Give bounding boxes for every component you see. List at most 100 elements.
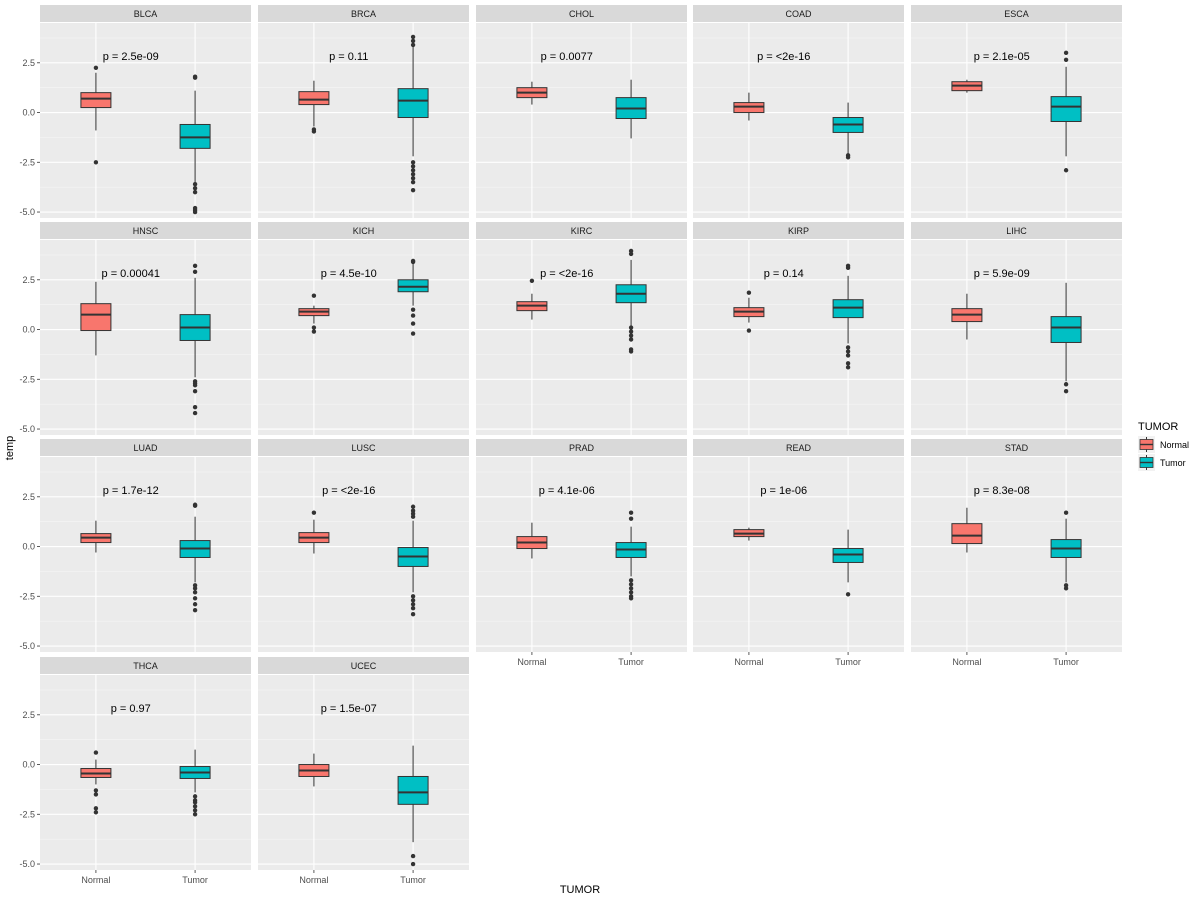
outlier-point [1063, 510, 1069, 515]
box-lusc-tumor [397, 504, 429, 617]
outlier-point [192, 263, 198, 269]
plot-area-prad [476, 457, 687, 652]
outlier-point [192, 590, 198, 595]
x-tick-label: Normal [299, 875, 328, 885]
x-tick-label: Tumor [835, 657, 861, 667]
outlier-point [1063, 382, 1069, 387]
outlier-point [746, 290, 752, 295]
legend-entry-normal: Normal [1138, 436, 1189, 453]
outlier-point [746, 328, 752, 333]
p-value-thca: p = 0.97 [111, 703, 151, 715]
outlier-point [410, 179, 416, 185]
outlier-point [1063, 50, 1069, 56]
outlier-point [628, 325, 634, 330]
box-hnsc-normal [80, 281, 112, 356]
outlier-point [628, 333, 634, 338]
outlier-point [845, 353, 851, 358]
outlier-point [311, 129, 317, 134]
p-value-prad: p = 4.1e-06 [539, 485, 595, 497]
outlier-point [93, 806, 99, 811]
outlier-point [1063, 57, 1069, 63]
box-ucec-normal [298, 753, 330, 787]
plot-area-esca [911, 23, 1122, 218]
outlier-point [192, 586, 198, 591]
box-kirp-tumor [832, 263, 864, 370]
y-tick-label: -2.5 [19, 157, 35, 167]
outlier-point [192, 389, 198, 394]
outlier-point [1063, 168, 1069, 173]
outlier-point [410, 34, 416, 40]
panel-blca: BLCA 2.5 0.0 -2.5 -5.0 p = 2.5e-09 [19, 5, 251, 218]
outlier-point [192, 800, 198, 805]
x-tick-label: Tumor [618, 657, 644, 667]
y-tick-label: -5.0 [19, 424, 35, 434]
outlier-point [410, 160, 416, 165]
outlier-point [192, 209, 198, 215]
box-iqr [298, 91, 330, 106]
strip-label-brca: BRCA [351, 9, 376, 19]
outlier-point [311, 329, 317, 334]
box-hnsc-tumor [179, 263, 211, 416]
y-tick-label: 0.0 [22, 325, 35, 335]
outlier-point [628, 248, 634, 254]
strip-chol [476, 5, 687, 22]
outlier-point [529, 278, 535, 283]
box-kirc-tumor [615, 248, 647, 354]
box-stad-normal [951, 507, 983, 553]
outlier-point [192, 502, 198, 507]
x-tick-label: Normal [952, 657, 981, 667]
box-blca-tumor [179, 74, 211, 215]
outlier-point [311, 510, 317, 515]
outlier-point [93, 160, 99, 165]
strip-hnsc [40, 222, 251, 239]
x-tick-label: Normal [81, 875, 110, 885]
box-brca-tumor [397, 34, 429, 193]
box-lusc-normal [298, 510, 330, 554]
outlier-point [410, 611, 416, 617]
outlier-point [410, 42, 416, 48]
outlier-point [410, 504, 416, 509]
strip-thca [40, 657, 251, 674]
outlier-point [628, 596, 634, 601]
outlier-point [192, 602, 198, 607]
outlier-point [845, 365, 851, 370]
box-iqr [1050, 316, 1082, 343]
box-kirp-normal [733, 290, 765, 333]
outlier-point [192, 404, 198, 410]
p-value-read: p = 1e-06 [760, 485, 807, 497]
strip-label-kirp: KIRP [788, 226, 809, 236]
outlier-point [410, 861, 416, 867]
outlier-point [628, 578, 634, 583]
y-tick-label: 0.0 [22, 760, 35, 770]
box-coad-tumor [832, 102, 864, 160]
legend-entry-tumor: Tumor [1138, 454, 1186, 471]
box-thca-tumor [179, 749, 211, 817]
box-kich-tumor [397, 258, 429, 336]
outlier-point [410, 258, 416, 264]
box-esca-tumor [1050, 50, 1082, 173]
y-tick-label: 0.0 [22, 542, 35, 552]
y-tick-label: -2.5 [19, 809, 35, 819]
strip-label-hnsc: HNSC [133, 226, 159, 236]
box-kich-normal [298, 293, 330, 334]
plot-area-lusc [258, 457, 469, 652]
plot-area-lihc [911, 240, 1122, 435]
strip-label-kirc: KIRC [571, 226, 593, 236]
strip-lusc [258, 439, 469, 456]
panel-luad: LUAD 2.5 0.0 -2.5 -5.0 p = 1.7e-12 [19, 439, 251, 652]
box-prad-normal [516, 522, 548, 559]
panel-coad: COAD p = <2e-16 [693, 5, 904, 218]
y-tick-label: -2.5 [19, 374, 35, 384]
outlier-point [845, 263, 851, 269]
outlier-point [628, 586, 634, 591]
panel-kirp: KIRP p = 0.14 [693, 222, 904, 435]
box-coad-normal [733, 92, 765, 121]
p-value-coad: p = <2e-16 [757, 51, 810, 63]
strip-label-esca: ESCA [1004, 9, 1029, 19]
outlier-point [410, 38, 416, 44]
outlier-point [192, 804, 198, 809]
y-axis-title: temp [4, 436, 16, 460]
strip-read [693, 439, 904, 456]
outlier-point [192, 185, 198, 191]
outlier-point [192, 181, 198, 187]
